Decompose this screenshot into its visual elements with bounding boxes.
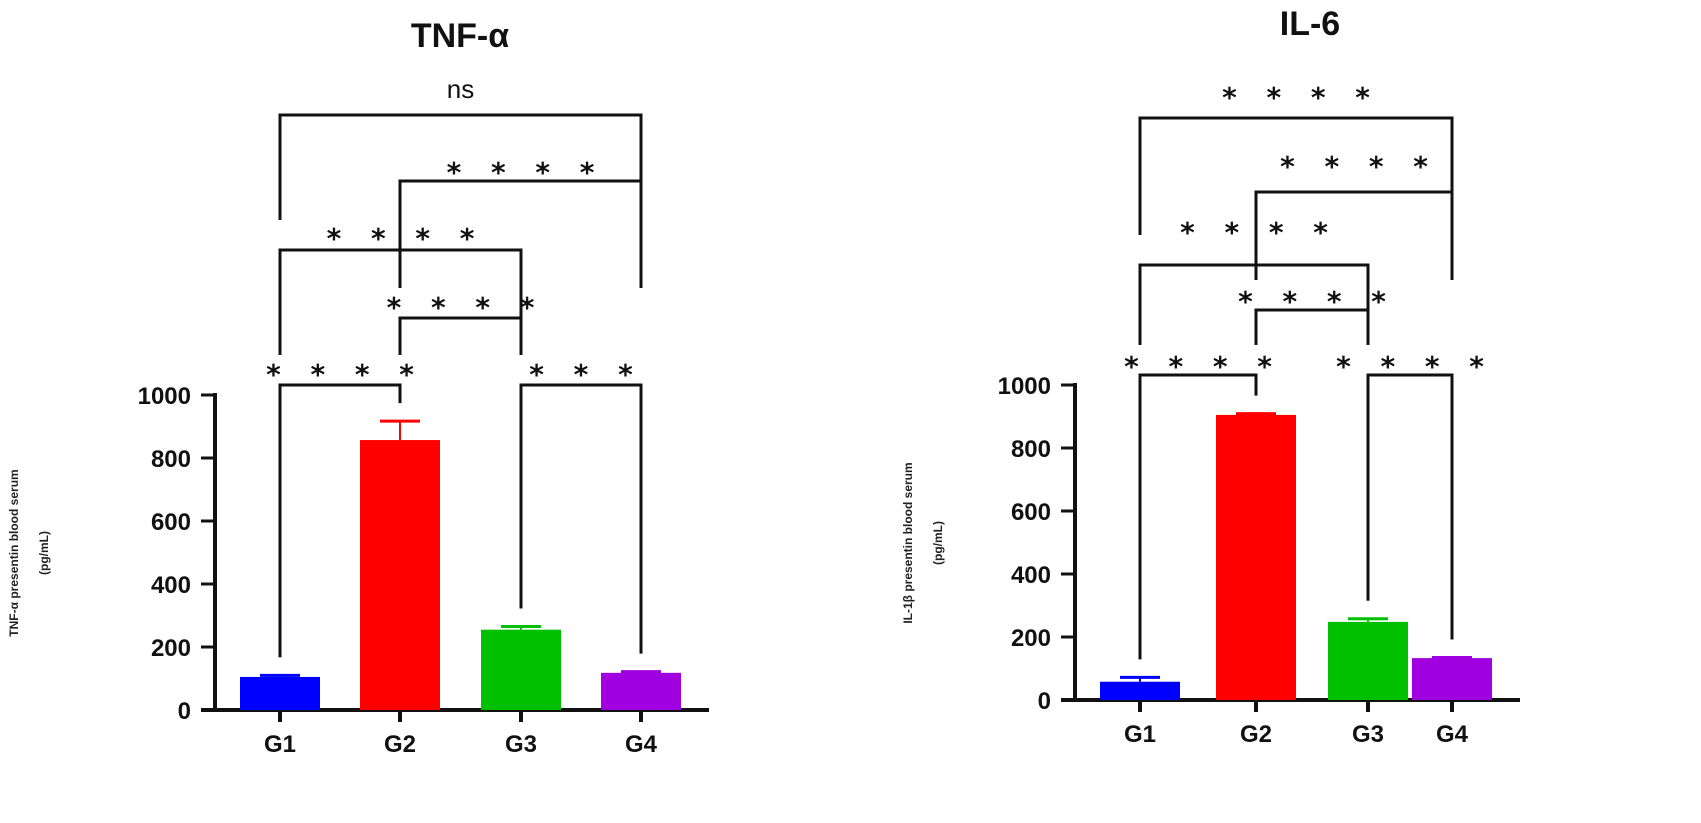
significance-bracket: [1138, 373, 1258, 660]
bar-g2: [1216, 414, 1296, 700]
significance-label: * * * *: [447, 156, 605, 189]
x-tick-label: G2: [1240, 721, 1272, 748]
bar-g4: [601, 672, 681, 710]
significance-label: * * * *: [1280, 150, 1438, 183]
x-tick-label: G4: [625, 731, 658, 758]
x-tick-label: G1: [264, 731, 296, 758]
il6-chart: IL-6 IL-1β presentin blood serum (pg/mL) 0 2…: [901, 5, 1520, 748]
bar-g1: [1100, 681, 1180, 700]
y-axis-unit: (pg/mL): [931, 521, 945, 565]
y-axis-unit: (pg/mL): [37, 531, 51, 575]
bar-g2: [360, 440, 440, 710]
significance-label: * * * *: [1336, 350, 1494, 383]
significance-label: * * * *: [387, 291, 545, 324]
significance-bracket: [278, 383, 402, 658]
y-tick-label: 800: [1011, 436, 1051, 463]
significance-label: * * * *: [266, 358, 424, 391]
y-tick-label: 400: [1011, 562, 1051, 589]
significance-label: * * * *: [1124, 350, 1282, 383]
y-tick-label: 1000: [998, 373, 1051, 400]
significance-label: * * * *: [1222, 81, 1380, 114]
y-tick-label: 0: [1038, 688, 1051, 715]
significance-label: ns: [447, 74, 474, 104]
significance-label: * * * *: [1238, 285, 1396, 318]
bar-g4: [1412, 658, 1492, 700]
bar-g3: [481, 629, 561, 710]
significance-label: * * *: [529, 358, 642, 391]
y-tick-label: 200: [1011, 625, 1051, 652]
y-tick-label: 400: [151, 572, 191, 599]
x-tick-label: G2: [384, 731, 416, 758]
x-tick-label: G4: [1436, 721, 1469, 748]
significance-label: * * * *: [327, 222, 485, 255]
significance-bracket: [398, 179, 643, 288]
y-tick-label: 1000: [138, 383, 191, 410]
y-tick-label: 0: [178, 698, 191, 725]
significance-bracket: [1254, 190, 1454, 280]
significance-bracket: [1138, 263, 1370, 345]
bar-g3: [1328, 621, 1408, 700]
tnf-alpha-chart: TNF-α TNF-α presentin blood serum (pg/mL) 0…: [7, 17, 709, 758]
chart-title: IL-6: [1280, 5, 1340, 43]
chart-title: TNF-α: [411, 17, 509, 55]
significance-bracket: [1366, 373, 1454, 640]
significance-bracket: [278, 113, 643, 220]
x-tick-label: G3: [505, 731, 537, 758]
y-axis-label: IL-1β presentin blood serum: [901, 462, 915, 623]
x-tick-label: G3: [1352, 721, 1384, 748]
bar-g1: [240, 676, 320, 710]
y-tick-label: 200: [151, 635, 191, 662]
y-axis-label: TNF-α presentin blood serum: [7, 469, 21, 636]
y-tick-label: 600: [151, 509, 191, 536]
y-tick-label: 800: [151, 446, 191, 473]
y-tick-label: 600: [1011, 499, 1051, 526]
x-tick-label: G1: [1124, 721, 1156, 748]
significance-bracket: [519, 383, 643, 654]
significance-bracket: [1138, 116, 1454, 235]
significance-label: * * * *: [1180, 216, 1338, 249]
